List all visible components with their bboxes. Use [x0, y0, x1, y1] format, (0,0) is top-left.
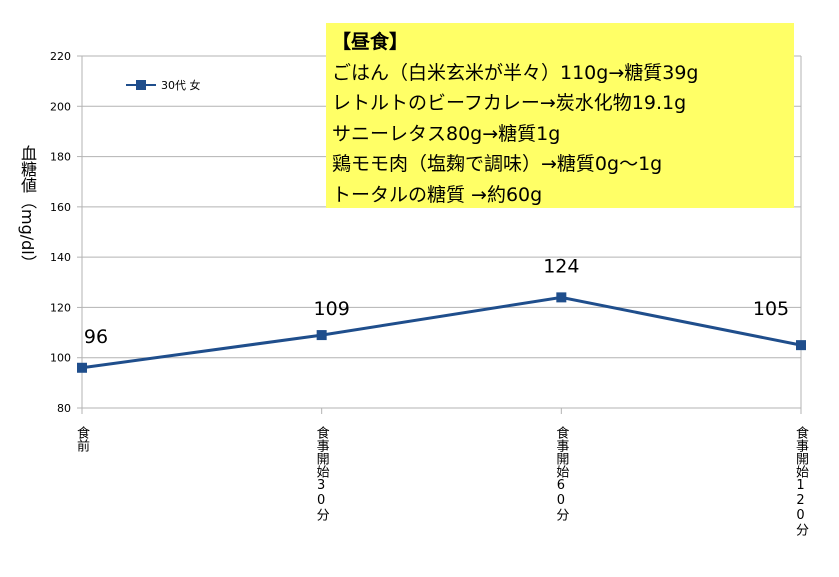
y-tick-label: 220	[50, 50, 71, 63]
data-point-marker	[556, 292, 567, 303]
note-line: ごはん（白米玄米が半々）110g→糖質39g	[332, 61, 699, 84]
x-tick-label: 食事開始60分	[553, 426, 569, 521]
y-tick-label: 180	[50, 151, 71, 164]
data-label: 96	[84, 326, 108, 348]
x-tick-label: 食前	[74, 426, 89, 452]
legend-label: 30代 女	[161, 78, 201, 92]
y-axis-label: 血糖値（mg/dl）	[18, 145, 37, 271]
y-tick-label: 140	[50, 251, 71, 264]
y-tick-label: 80	[57, 402, 71, 415]
meal-note-box: 【昼食】 ごはん（白米玄米が半々）110g→糖質39g レトルトのビーフカレー→…	[326, 23, 794, 208]
data-point-marker	[316, 330, 327, 341]
data-label: 109	[314, 298, 350, 320]
data-point-marker	[796, 340, 806, 351]
x-tick-label: 食事開始120分	[793, 426, 808, 536]
note-line: 【昼食】	[332, 31, 409, 53]
y-tick-label: 200	[50, 100, 71, 113]
data-label: 124	[543, 255, 579, 277]
legend-marker	[136, 80, 146, 90]
y-tick-label: 100	[50, 352, 71, 365]
data-point-marker	[77, 362, 87, 373]
note-line: トータルの糖質 →約60g	[332, 183, 543, 206]
data-label: 105	[753, 298, 789, 320]
note-line: レトルトのビーフカレー→炭水化物19.1g	[332, 92, 687, 114]
y-tick-label: 120	[50, 301, 71, 314]
note-line: サニーレタス80g→糖質1g	[332, 122, 561, 145]
series-line	[81, 295, 802, 370]
note-line: 鶏モモ肉（塩麹で調味）→糖質0g〜1g	[332, 153, 663, 175]
x-tick-label: 食事開始30分	[313, 426, 329, 521]
y-tick-label: 160	[50, 201, 71, 214]
